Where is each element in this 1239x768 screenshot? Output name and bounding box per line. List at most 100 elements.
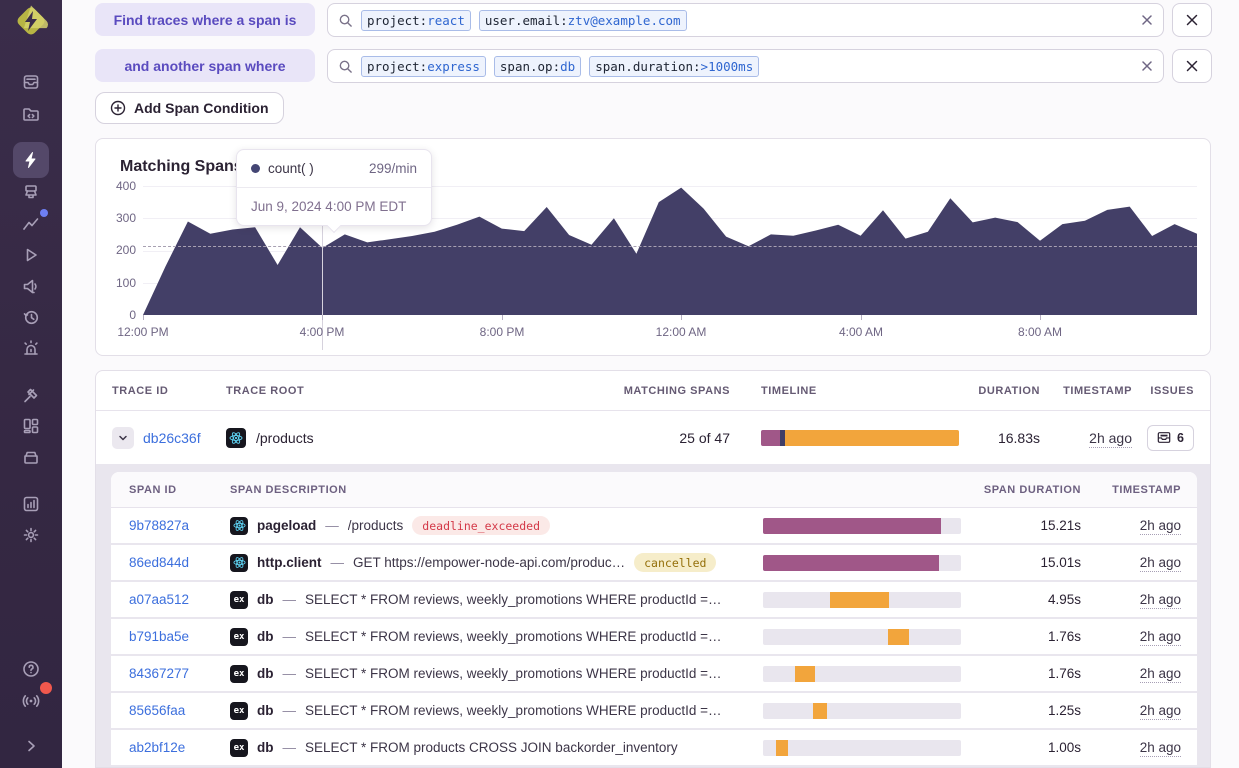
- span-row: b791ba5e ex db — SELECT * FROM reviews, …: [111, 619, 1197, 656]
- sidebar-item-feedback[interactable]: [13, 270, 49, 302]
- sidebar: [0, 0, 62, 768]
- broadcast-notification-dot: [40, 682, 52, 694]
- span-duration-bar: [763, 554, 961, 571]
- query-token[interactable]: project: react: [361, 9, 471, 31]
- react-project-icon: [226, 427, 246, 448]
- span-duration: 15.01s: [1040, 555, 1081, 570]
- status-badge: cancelled: [634, 553, 717, 572]
- sidebar-item-archive[interactable]: [13, 441, 49, 473]
- timeline-segment-orange: [784, 429, 959, 446]
- add-span-condition-button[interactable]: Add Span Condition: [95, 92, 284, 124]
- sidebar-item-profiling[interactable]: [13, 176, 49, 208]
- clear-search-icon[interactable]: [1141, 14, 1153, 26]
- clear-search-icon[interactable]: [1141, 60, 1153, 72]
- x-axis-tick: 8:00 PM: [479, 325, 525, 339]
- chart-tooltip: count( ) 299/min Jun 9, 2024 4:00 PM EDT: [236, 149, 432, 234]
- issues-icon: [1157, 432, 1171, 443]
- traces-table-header: TRACE ID TRACE ROOT MATCHING SPANS TIMEL…: [96, 371, 1210, 411]
- app-logo-icon[interactable]: [9, 2, 53, 40]
- sidebar-item-insights[interactable]: [13, 207, 49, 239]
- close-icon: [1186, 14, 1198, 26]
- query-token[interactable]: user.email: ztv@example.com: [478, 9, 687, 31]
- sidebar-item-discover[interactable]: [13, 379, 49, 411]
- matching-spans-count: 25 of 47: [679, 429, 730, 446]
- express-project-icon: ex: [230, 627, 248, 646]
- x-axis-tick: 12:00 PM: [117, 325, 169, 339]
- y-axis-tick: 300: [115, 211, 136, 225]
- query-token[interactable]: project: express: [361, 55, 486, 77]
- delete-condition-button-1[interactable]: [1172, 3, 1212, 37]
- span-duration: 4.95s: [1047, 592, 1081, 607]
- trace-id-link[interactable]: db26c36f: [143, 429, 201, 446]
- span-id-link[interactable]: 85656faa: [129, 703, 186, 718]
- span-id-link[interactable]: 86ed844d: [129, 555, 190, 570]
- sidebar-item-alerts[interactable]: [13, 332, 49, 364]
- span-timestamp: 2h ago: [1139, 555, 1181, 572]
- sidebar-item-dashboards[interactable]: [13, 410, 49, 442]
- express-project-icon: ex: [230, 738, 248, 757]
- series-color-dot: [251, 164, 260, 173]
- col-duration: DURATION: [978, 384, 1040, 397]
- expanded-trace-spans: SPAN ID SPAN DESCRIPTION SPAN DURATION T…: [96, 464, 1210, 767]
- col-timeline: TIMELINE: [761, 384, 817, 397]
- x-axis-tick: 4:00 AM: [838, 325, 884, 339]
- span-id-link[interactable]: 9b78827a: [129, 518, 190, 533]
- col-timestamp: TIMESTAMP: [1063, 384, 1132, 397]
- search-input-1[interactable]: project: react user.email: ztv@example.com: [327, 3, 1164, 37]
- express-project-icon: ex: [230, 590, 248, 609]
- col-trace-id: TRACE ID: [112, 384, 169, 397]
- search-icon: [339, 60, 352, 73]
- query-token[interactable]: span.duration: >1000ms: [589, 55, 760, 77]
- sidebar-item-projects[interactable]: [13, 98, 49, 130]
- col-span-id: SPAN ID: [129, 483, 177, 496]
- query-token[interactable]: span.op: db: [493, 55, 582, 77]
- y-axis-tick: 0: [129, 308, 136, 322]
- span-timestamp: 2h ago: [1139, 592, 1181, 609]
- tooltip-date: Jun 9, 2024 4:00 PM EDT: [251, 199, 407, 214]
- sidebar-item-settings[interactable]: [13, 519, 49, 551]
- span-id-link[interactable]: ab2bf12e: [129, 740, 186, 755]
- tooltip-series-value: 299/min: [368, 161, 417, 176]
- span-condition-label-1: Find traces where a span is: [95, 3, 315, 36]
- chart-hover-line: [322, 151, 323, 350]
- span-row: 9b78827a pageload — /products deadline_e…: [111, 508, 1197, 545]
- sidebar-item-broadcast[interactable]: [13, 682, 52, 716]
- x-axis-tick: 12:00 AM: [655, 325, 707, 339]
- col-issues: ISSUES: [1150, 384, 1194, 397]
- y-axis-tick: 100: [115, 276, 136, 290]
- sidebar-item-traces[interactable]: [13, 142, 49, 178]
- sidebar-item-help[interactable]: [13, 653, 49, 685]
- sidebar-item-releases[interactable]: [13, 301, 49, 333]
- col-span-description: SPAN DESCRIPTION: [230, 483, 347, 496]
- col-span-duration: SPAN DURATION: [983, 483, 1081, 496]
- timeline-segment-navy: [779, 429, 785, 446]
- plus-circle-icon: [110, 100, 126, 116]
- traces-table: TRACE ID TRACE ROOT MATCHING SPANS TIMEL…: [95, 370, 1211, 768]
- span-id-link[interactable]: b791ba5e: [129, 629, 190, 644]
- matching-spans-chart-panel: Matching Spans 400 300 200 100 0 12:00 P…: [95, 138, 1211, 356]
- trace-issues-button[interactable]: 6: [1147, 424, 1194, 451]
- sidebar-collapse-button[interactable]: [13, 730, 49, 762]
- span-condition-label-2: and another span where: [95, 49, 315, 82]
- span-id-link[interactable]: 84367277: [129, 666, 190, 681]
- span-timestamp: 2h ago: [1139, 666, 1181, 683]
- insights-notification-dot: [40, 209, 48, 217]
- sidebar-item-replays[interactable]: [13, 239, 49, 271]
- timeline-segment-purple: [761, 429, 780, 446]
- col-span-timestamp: TIMESTAMP: [1112, 483, 1181, 496]
- sidebar-item-stats[interactable]: [13, 488, 49, 520]
- span-duration: 1.76s: [1047, 629, 1081, 644]
- tooltip-series-name: count( ): [268, 161, 314, 176]
- sidebar-item-issues[interactable]: [13, 66, 49, 98]
- span-duration: 1.25s: [1047, 703, 1081, 718]
- collapse-trace-button[interactable]: [112, 426, 134, 449]
- delete-condition-button-2[interactable]: [1172, 49, 1212, 83]
- search-input-2[interactable]: project: express span.op: db span.duration…: [327, 49, 1164, 83]
- express-project-icon: ex: [230, 664, 248, 683]
- span-id-link[interactable]: a07aa512: [129, 592, 190, 607]
- chart-plot-area[interactable]: [143, 151, 1197, 350]
- x-axis-tick: 4:00 PM: [299, 325, 345, 339]
- chart-average-line: [143, 246, 1197, 247]
- col-trace-root: TRACE ROOT: [226, 384, 305, 397]
- span-timestamp: 2h ago: [1139, 703, 1181, 720]
